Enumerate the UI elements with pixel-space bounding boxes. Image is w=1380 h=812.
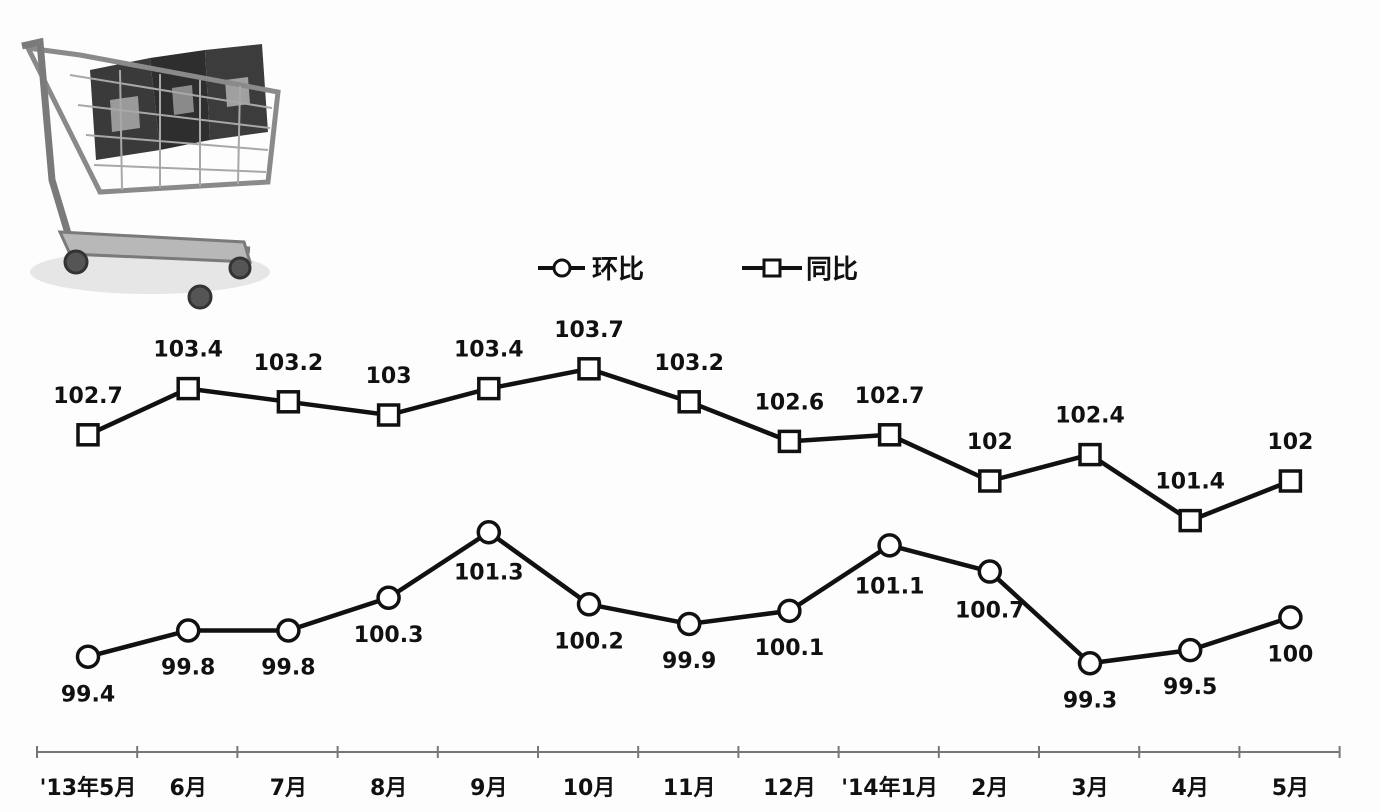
data-point-tongbi [777,429,802,454]
data-label-tongbi: 103.4 [454,338,524,363]
data-point-tongbi [76,423,100,447]
x-tick-label: 3月 [1071,776,1108,801]
data-point-tongbi [677,390,701,414]
data-point-huanbi [777,598,802,624]
data-point-huanbi [276,618,301,643]
data-label-tongbi: 102.7 [53,384,123,409]
x-tick-label: '14年1月 [841,775,938,801]
data-point-tongbi [1078,442,1102,467]
data-label-huanbi: 99.8 [261,656,315,681]
legend: 环比 同比 [538,255,858,285]
legend-item-tongbi: 同比 [742,255,858,285]
legend-label-tongbi: 同比 [806,255,858,285]
data-label-huanbi: 99.5 [1163,675,1217,700]
series-tongbi: 102.7 103.4 103.2 103 103.4 103.7 103.2 102.6 10… [53,318,1313,533]
x-tick-label: 4月 [1172,776,1209,801]
data-point-huanbi [1177,637,1203,663]
data-point-tongbi [176,376,200,401]
data-label-huanbi: 100.1 [755,636,825,661]
cart-wheel [187,284,213,310]
data-label-huanbi: 99.3 [1063,688,1117,713]
data-label-tongbi: 103.4 [153,338,223,363]
data-point-tongbi [376,403,401,427]
x-tick-label: 7月 [270,776,307,801]
data-label-tongbi: 103.2 [254,351,324,376]
data-label-huanbi: 101.1 [855,574,925,599]
cart-wheel [63,249,89,275]
legend-item-huanbi: 环比 [538,255,644,285]
data-point-tongbi [477,376,501,401]
data-label-tongbi: 103.7 [554,318,624,343]
data-point-huanbi [576,592,602,617]
data-label-tongbi: 102.7 [855,384,925,409]
data-label-tongbi: 102 [1267,430,1313,455]
data-point-tongbi [978,469,1002,493]
data-point-tongbi [1278,469,1303,493]
data-label-huanbi: 100.2 [554,629,624,654]
data-label-huanbi: 99.9 [662,649,716,674]
x-tick-label: 12月 [763,776,816,801]
x-tick-label: 10月 [563,776,616,801]
data-label-huanbi: 101.3 [454,560,524,585]
x-tick-label: 5月 [1272,776,1309,801]
data-point-huanbi [175,618,201,643]
data-label-huanbi: 99.4 [61,683,115,708]
x-tick-label: 2月 [971,776,1008,801]
data-point-huanbi [977,559,1003,584]
data-point-huanbi [476,520,502,545]
data-point-tongbi [276,390,301,414]
data-label-tongbi: 103 [366,364,412,389]
legend-circle-marker [552,258,572,278]
data-point-huanbi [376,585,401,610]
legend-square-marker [762,258,782,278]
data-label-tongbi: 101.4 [1155,470,1225,495]
cart-basket [23,44,281,195]
x-tick-label: 8月 [370,776,407,801]
x-tick-label: 6月 [170,776,207,801]
data-label-tongbi: 102 [967,430,1013,455]
x-axis: '13年5月 6月 7月 8月 9月 10月 11月 12月 '14年1月 2月 3月 4月 5月 [36,746,1341,801]
data-label-huanbi: 100.3 [354,623,424,648]
data-point-huanbi [676,611,702,637]
data-point-huanbi [1077,651,1103,676]
x-tick-label: 9月 [470,776,507,801]
data-point-tongbi [577,357,601,381]
data-point-tongbi [1178,508,1202,533]
x-tick-label: '13年5月 [40,775,137,801]
x-tick-label: 11月 [663,776,716,801]
data-label-tongbi: 102.4 [1055,404,1125,429]
data-label-tongbi: 103.2 [654,351,724,376]
legend-label-huanbi: 环比 [592,255,644,285]
data-point-huanbi [877,533,902,558]
data-point-huanbi [1278,605,1303,630]
data-point-huanbi [75,644,101,669]
series-line-huanbi [87,530,1292,666]
data-label-huanbi: 100 [1267,642,1313,667]
data-label-huanbi: 100.7 [955,599,1025,624]
shopping-cart-illustration [21,37,281,310]
data-label-tongbi: 102.6 [755,390,825,415]
data-point-tongbi [877,423,902,447]
series-huanbi: 99.4 99.8 99.8 100.3 101.3 100.2 99.9 100.1 101.… [61,520,1313,713]
data-label-huanbi: 99.8 [161,656,215,681]
cart-wheel [228,256,252,280]
